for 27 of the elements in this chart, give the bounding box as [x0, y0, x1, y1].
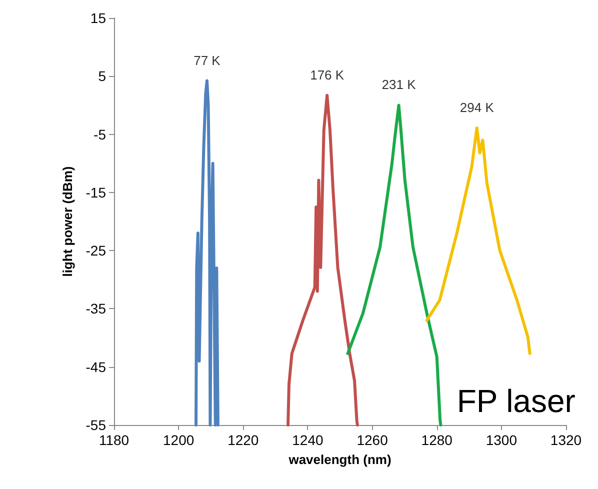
line-series: [346, 104, 442, 426]
annotation: FP laser: [456, 383, 576, 419]
line-series: [425, 126, 532, 355]
y-tick-label: -35: [86, 300, 106, 317]
x-tick-label: 1280: [421, 432, 453, 448]
x-tick-label: 1240: [292, 432, 324, 448]
x-tick-label: 1300: [486, 432, 518, 448]
y-tick-label: -55: [86, 417, 106, 433]
x-tick-label: 1320: [550, 432, 582, 448]
x-axis-title: wavelength (nm): [288, 452, 392, 467]
y-tick-label: 15: [90, 10, 106, 26]
y-tick-label: -45: [86, 358, 106, 375]
line-series: [194, 79, 220, 426]
y-tick-label: -15: [86, 184, 106, 200]
line-series: [286, 94, 359, 426]
x-tick-label: 1180: [98, 432, 130, 448]
x-tick-label: 1220: [228, 432, 259, 448]
y-tick-label: 5: [98, 68, 106, 84]
annotation: 77 K: [194, 52, 221, 68]
y-axis-title: light power (dBm): [60, 166, 75, 277]
annotation: 176 K: [310, 67, 344, 82]
x-tick-label: 1200: [162, 432, 194, 448]
annotation: 231 K: [382, 77, 416, 92]
annotation: 294 K: [460, 100, 494, 115]
y-tick-label: -5: [94, 126, 106, 142]
x-tick-label: 1260: [356, 432, 388, 448]
y-tick-label: -25: [86, 242, 106, 259]
